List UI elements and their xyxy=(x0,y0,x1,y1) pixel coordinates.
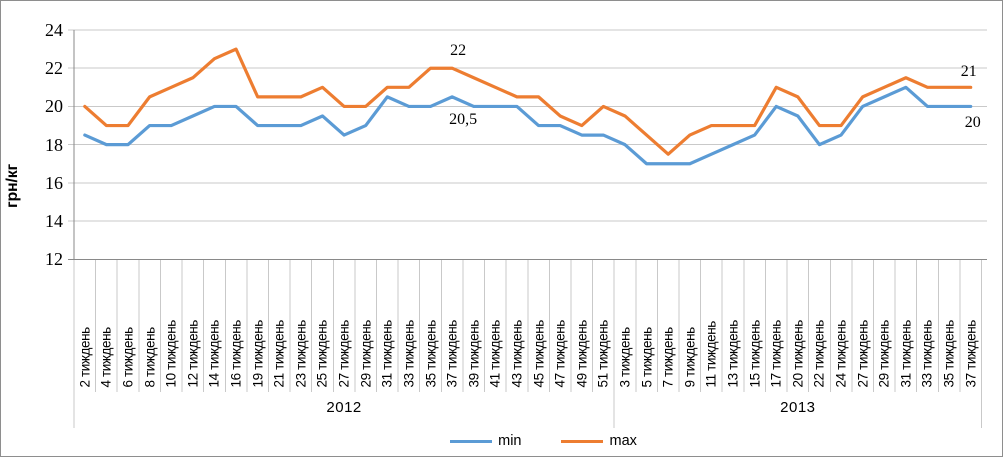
week-label: 31 тиждень xyxy=(898,319,914,387)
week-label: 6 тиждень xyxy=(120,326,136,387)
week-label: 4 тиждень xyxy=(98,326,114,387)
annotation-max-21: 21 xyxy=(960,63,977,81)
series-line-max xyxy=(83,47,973,156)
series-line-min xyxy=(83,85,973,166)
week-label: 23 тиждень xyxy=(293,319,309,387)
week-label: 29 тиждень xyxy=(358,319,374,387)
week-label: 19 тиждень xyxy=(250,319,266,387)
week-label: 43 тиждень xyxy=(509,319,525,387)
week-label: 33 тиждень xyxy=(919,319,935,387)
week-label: 37 тиждень xyxy=(444,319,460,387)
week-label: 47 тиждень xyxy=(552,319,568,387)
week-label: 11 тиждень xyxy=(703,320,719,387)
legend-max-line-swatch xyxy=(561,439,604,443)
week-label: 25 тиждень xyxy=(314,319,330,387)
legend-item-min: min xyxy=(450,433,521,449)
week-label: 10 тиждень xyxy=(163,319,179,387)
y-axis-title: грн/кг xyxy=(4,163,21,209)
week-label: 2 тиждень xyxy=(77,326,93,387)
week-label: 41 тиждень xyxy=(487,319,503,387)
week-label: 37 тиждень xyxy=(963,319,979,387)
legend-min-line-swatch xyxy=(450,439,493,443)
week-label: 14 тиждень xyxy=(206,319,222,387)
y-tick-label: 24 xyxy=(45,20,63,40)
legend-item-max: max xyxy=(561,433,637,449)
week-label: 3 тиждень xyxy=(617,326,633,387)
week-label: 39 тиждень xyxy=(466,319,482,387)
week-label: 33 тиждень xyxy=(401,319,417,387)
week-label: 35 тиждень xyxy=(941,319,957,387)
annotation-min-20_5: 20,5 xyxy=(449,110,478,128)
week-label: 27 тиждень xyxy=(855,319,871,387)
week-label: 20 тиждень xyxy=(790,319,806,387)
year-label-2013: 2013 xyxy=(780,399,816,416)
y-tick-label: 16 xyxy=(45,172,63,193)
week-label: 13 тиждень xyxy=(725,319,741,387)
week-label: 7 тиждень xyxy=(660,326,676,387)
y-tick-label: 18 xyxy=(45,134,63,155)
week-label: 35 тиждень xyxy=(423,319,439,387)
legend: min max xyxy=(43,430,1002,452)
legend-min-label: min xyxy=(498,433,522,449)
week-label: 9 тиждень xyxy=(682,326,698,387)
week-label: 45 тиждень xyxy=(531,319,547,387)
annotation-max-22: 22 xyxy=(450,42,467,60)
week-label: 16 тиждень xyxy=(228,319,244,387)
week-label: 15 тиждень xyxy=(747,319,763,387)
week-label: 51 тиждень xyxy=(595,319,611,387)
y-tick-label: 14 xyxy=(45,211,63,232)
week-label: 22 тиждень xyxy=(811,319,827,387)
y-tick-label: 22 xyxy=(45,58,63,79)
week-label: 29 тиждень xyxy=(876,319,892,387)
legend-max-label: max xyxy=(609,433,637,449)
y-tick-label: 12 xyxy=(45,249,63,270)
week-label: 12 тиждень xyxy=(185,319,201,387)
week-label: 5 тиждень xyxy=(639,326,655,387)
week-label: 49 тиждень xyxy=(574,319,590,387)
week-label: 27 тиждень xyxy=(336,319,352,387)
week-label: 17 тиждень xyxy=(768,319,784,387)
year-label-2012: 2012 xyxy=(326,399,362,416)
week-label: 31 тиждень xyxy=(379,319,395,387)
y-tick-label: 20 xyxy=(45,96,63,117)
week-label: 8 тиждень xyxy=(142,326,158,387)
week-label: 21 тиждень xyxy=(271,319,287,387)
annotation-min-20: 20 xyxy=(964,114,981,132)
week-label: 24 тиждень xyxy=(833,319,849,387)
